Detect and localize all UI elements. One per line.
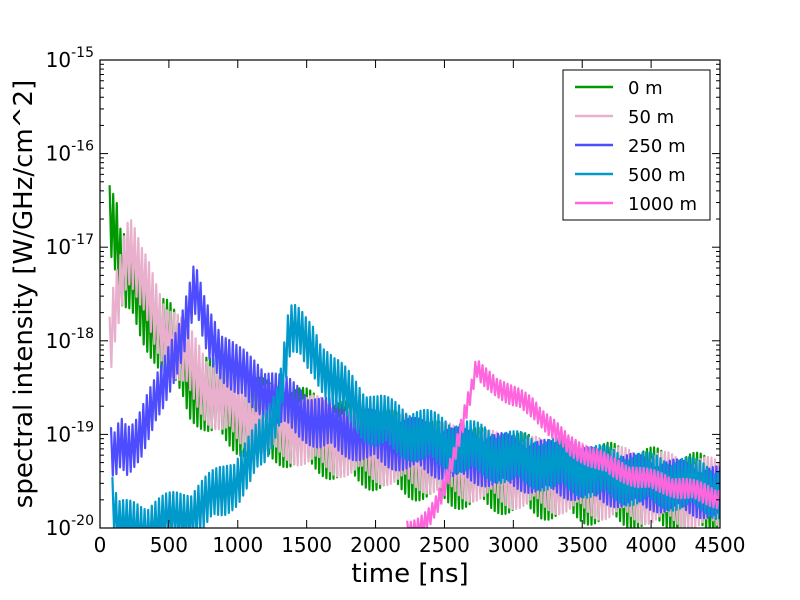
x-tick-label: 4000 <box>626 533 677 557</box>
y-axis: 10-20 10-19 10-18 10-17 10-16 10-15 <box>46 45 720 540</box>
x-axis-label: time [ns] <box>351 559 468 589</box>
x-tick-label: 0 <box>94 533 107 557</box>
plot-frame <box>99 59 721 529</box>
series-line-3 <box>111 303 720 528</box>
x-tick-label: 2000 <box>350 533 401 557</box>
x-tick-label: 4500 <box>695 533 746 557</box>
y-tick-label: 10-17 <box>46 232 94 259</box>
y-tick-label: 10-15 <box>46 45 94 72</box>
legend-label: 1000 m <box>628 194 697 215</box>
x-tick-label: 1000 <box>212 533 263 557</box>
series-line-4 <box>406 360 720 528</box>
x-tick-label: 500 <box>150 533 188 557</box>
legend-label: 250 m <box>628 136 686 157</box>
x-tick-label: 3000 <box>488 533 539 557</box>
y-tick-label: 10-18 <box>46 326 94 353</box>
legend-label: 0 m <box>628 78 663 99</box>
series-layer <box>108 185 720 528</box>
y-tick-label: 10-20 <box>46 513 94 540</box>
legend-label: 500 m <box>628 165 686 186</box>
legend-label: 50 m <box>628 107 674 128</box>
x-tick-label: 3500 <box>557 533 608 557</box>
x-axis: 0 500 1000 1500 2000 2500 3000 3500 4000 4500 <box>94 60 746 557</box>
y-axis-label: spectral intensity [W/GHz/cm^2] <box>9 80 39 508</box>
y-tick-label: 10-19 <box>46 419 94 446</box>
x-tick-label: 1500 <box>281 533 332 557</box>
x-tick-label: 2500 <box>419 533 470 557</box>
y-tick-label: 10-16 <box>46 139 94 166</box>
legend: 0 m 50 m 250 m 500 m 1000 m <box>562 69 711 221</box>
